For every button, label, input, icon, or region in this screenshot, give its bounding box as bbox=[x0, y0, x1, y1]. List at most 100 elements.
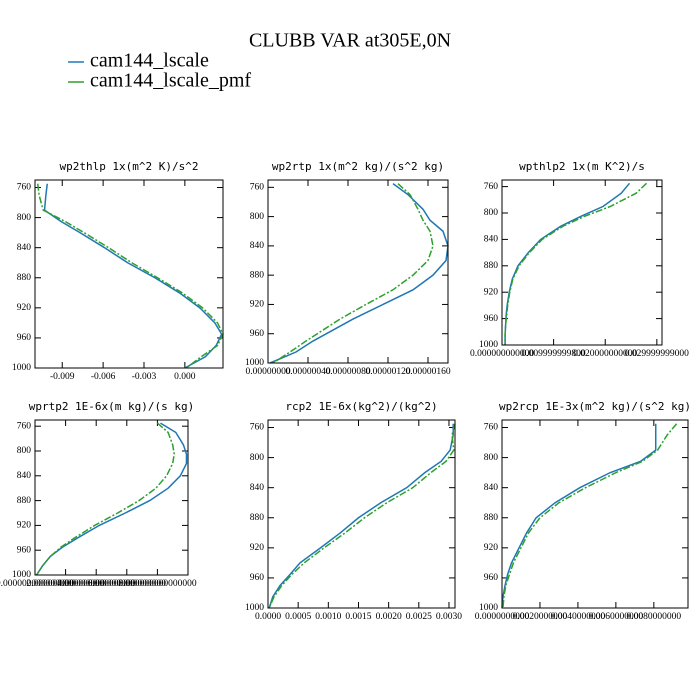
profile-line bbox=[272, 183, 434, 364]
y-tick-label: 1000 bbox=[12, 363, 31, 373]
y-tick-label: 920 bbox=[484, 287, 499, 297]
x-tick-label: 8.000000000000000 bbox=[118, 579, 197, 589]
y-tick-label: 760 bbox=[17, 183, 32, 193]
y-tick-label: 960 bbox=[17, 333, 32, 343]
x-tick-label: 0.0080000000 bbox=[627, 612, 682, 622]
x-tick-label: 0.0030 bbox=[436, 612, 462, 622]
profile-line bbox=[269, 183, 449, 364]
x-tick-label: 0.029999999000 bbox=[625, 349, 689, 359]
x-tick-label: 0.000000000000 bbox=[470, 349, 534, 359]
y-tick-label: 800 bbox=[484, 208, 499, 218]
plot-frame bbox=[34, 179, 224, 369]
y-tick-label: 1000 bbox=[245, 603, 264, 613]
x-tick-label: 0.00000080 bbox=[325, 367, 370, 377]
x-tick-label: 0.0000 bbox=[255, 612, 281, 622]
profile-line bbox=[36, 183, 224, 369]
profile-line bbox=[504, 182, 631, 345]
x-tick-label: 0.000000000000000 bbox=[0, 579, 74, 589]
panel-title: wpthlp2 1x(m K^2)/s bbox=[519, 160, 645, 173]
y-tick-label: 920 bbox=[250, 543, 265, 553]
y-tick-label: 800 bbox=[17, 213, 32, 223]
panel-title: rcp2 1E-6x(kg^2)/(kg^2) bbox=[285, 400, 437, 413]
y-tick-label: 800 bbox=[17, 446, 32, 456]
x-tick-label: 0.00000120 bbox=[365, 367, 410, 377]
profile-line bbox=[502, 423, 678, 609]
y-tick-label: 920 bbox=[17, 521, 32, 531]
y-tick-label: 840 bbox=[250, 483, 265, 493]
y-tick-label: 760 bbox=[484, 182, 499, 192]
x-tick-label: 2.000000000000000 bbox=[26, 579, 105, 589]
y-tick-label: 760 bbox=[250, 423, 265, 433]
y-tick-label: 840 bbox=[250, 241, 265, 251]
panel-title: wprtp2 1E-6x(m kg)/(s kg) bbox=[29, 400, 195, 413]
y-tick-label: 960 bbox=[484, 573, 499, 583]
profile-line bbox=[35, 422, 175, 576]
legend-label: cam144_lscale bbox=[90, 50, 209, 72]
y-tick-label: 920 bbox=[484, 543, 499, 553]
y-tick-label: 880 bbox=[250, 270, 265, 280]
profile-line bbox=[504, 182, 648, 345]
y-tick-label: 880 bbox=[17, 273, 32, 283]
profile-line bbox=[35, 422, 188, 576]
profile-line bbox=[268, 423, 456, 609]
x-tick-label: 0.00000000 bbox=[245, 367, 290, 377]
y-tick-label: 800 bbox=[250, 212, 265, 222]
y-tick-label: 1000 bbox=[479, 340, 498, 350]
panel-title: wp2thlp 1x(m^2 K)/s^2 bbox=[59, 160, 198, 173]
x-tick-label: 0.000 bbox=[174, 372, 196, 382]
y-tick-label: 760 bbox=[17, 421, 32, 431]
plot-frame bbox=[34, 419, 189, 576]
x-tick-label: 0.020000000000 bbox=[573, 349, 637, 359]
x-tick-label: 0.0025 bbox=[406, 612, 432, 622]
figure-title: CLUBB VAR at305E,0N bbox=[249, 30, 451, 52]
x-tick-label: 6.000000000000000 bbox=[88, 579, 167, 589]
plot-frame bbox=[267, 419, 456, 609]
y-tick-label: 840 bbox=[484, 235, 499, 245]
x-tick-label: 0.0005 bbox=[285, 612, 311, 622]
x-tick-label: 0.0015 bbox=[345, 612, 371, 622]
panel-title: wp2rcp 1E-3x(m^2 kg)/(s^2 kg) bbox=[499, 400, 691, 413]
y-tick-label: 880 bbox=[17, 496, 32, 506]
y-tick-label: 840 bbox=[17, 243, 32, 253]
x-tick-label: 0.0060000000 bbox=[589, 612, 644, 622]
plot-frame bbox=[501, 179, 663, 346]
y-tick-label: 760 bbox=[250, 183, 265, 193]
y-tick-label: 920 bbox=[250, 300, 265, 310]
y-tick-label: 800 bbox=[250, 453, 265, 463]
x-tick-label: 0.00000160 bbox=[405, 367, 450, 377]
y-tick-label: 840 bbox=[484, 483, 499, 493]
y-tick-label: 1000 bbox=[12, 570, 31, 580]
x-tick-label: 0.0000000000 bbox=[475, 612, 530, 622]
y-tick-label: 960 bbox=[484, 314, 499, 324]
y-tick-label: 800 bbox=[484, 453, 499, 463]
y-tick-label: 880 bbox=[484, 261, 499, 271]
profile-line bbox=[501, 423, 657, 609]
y-tick-label: 960 bbox=[250, 329, 265, 339]
legend-label: cam144_lscale_pmf bbox=[90, 70, 251, 92]
x-tick-label: -0.006 bbox=[91, 372, 116, 382]
x-tick-label: 0.0020000000 bbox=[513, 612, 568, 622]
x-tick-label: 0.0020 bbox=[376, 612, 402, 622]
y-tick-label: 920 bbox=[17, 303, 32, 313]
panel-title: wp2rtp 1x(m^2 kg)/(s^2 kg) bbox=[272, 160, 444, 173]
y-tick-label: 880 bbox=[250, 513, 265, 523]
plot-frame bbox=[267, 179, 449, 364]
x-tick-label: 0.0040000000 bbox=[551, 612, 606, 622]
x-tick-label: -0.009 bbox=[50, 372, 75, 382]
y-tick-label: 960 bbox=[17, 545, 32, 555]
profile-line bbox=[43, 183, 223, 369]
y-tick-label: 840 bbox=[17, 471, 32, 481]
x-tick-label: 0.0010 bbox=[315, 612, 341, 622]
plot-frame bbox=[501, 419, 689, 609]
x-tick-label: 0.00000040 bbox=[285, 367, 330, 377]
y-tick-label: 960 bbox=[250, 573, 265, 583]
y-tick-label: 1000 bbox=[245, 358, 264, 368]
y-tick-label: 880 bbox=[484, 513, 499, 523]
y-tick-label: 1000 bbox=[479, 603, 498, 613]
y-tick-label: 760 bbox=[484, 423, 499, 433]
x-tick-label: 0.009999999800 bbox=[522, 349, 586, 359]
profile-line bbox=[268, 423, 454, 609]
x-tick-label: -0.003 bbox=[132, 372, 157, 382]
x-tick-label: 4.000000000000000 bbox=[57, 579, 136, 589]
